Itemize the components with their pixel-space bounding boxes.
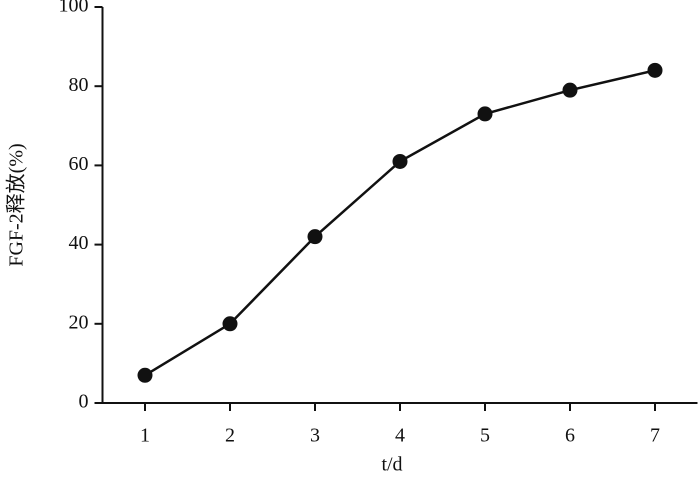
- data-point: [222, 316, 238, 332]
- x-tick-label: 1: [140, 425, 150, 447]
- y-tick-label: 40: [69, 232, 89, 254]
- y-tick-label: 80: [69, 74, 89, 96]
- data-point: [307, 229, 323, 245]
- data-point: [392, 153, 408, 169]
- data-point: [562, 82, 578, 98]
- x-tick-label: 5: [480, 425, 490, 447]
- x-tick-label: 7: [650, 425, 660, 447]
- x-tick-label: 2: [225, 425, 235, 447]
- y-tick-label: 20: [69, 311, 89, 333]
- series-line: [144, 69, 656, 377]
- y-tick-label: 0: [79, 391, 89, 413]
- x-tick-label: 3: [310, 425, 320, 447]
- x-tick-label: 4: [395, 425, 405, 447]
- data-point: [477, 106, 493, 122]
- y-tick-label: 100: [59, 0, 89, 17]
- data-point: [137, 367, 153, 383]
- y-tick-label: 60: [69, 153, 89, 175]
- data-point: [647, 62, 663, 78]
- x-axis-label: t/d: [381, 454, 402, 476]
- y-axis-label: FGF-2释放(%): [5, 143, 28, 266]
- x-tick-label: 6: [565, 425, 575, 447]
